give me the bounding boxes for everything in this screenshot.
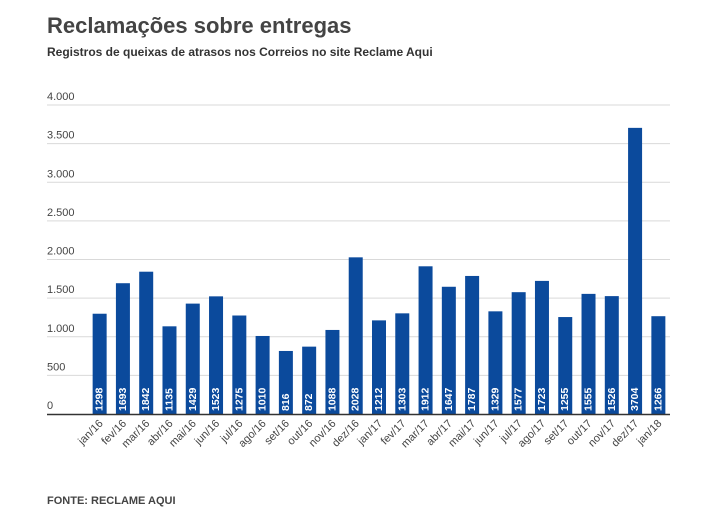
bar-value-labels: 1298 1693 1842 1135 1429 1523 1275 1010 816 872 10… (94, 387, 665, 411)
y-axis-ticks: 0 500 1.000 1.500 2.000 2.500 3.000 3.500 4.000 (47, 91, 75, 412)
bar-value-label: 1842 (140, 387, 152, 411)
x-axis-ticks: jan/16fev/16mar/16abr/16mai/16jun/16jul/… (75, 418, 664, 451)
bar (604, 296, 619, 414)
bar-value-label: 1010 (257, 387, 269, 411)
y-tick-label: 1.000 (47, 323, 75, 335)
x-tick-label: jan/16 (75, 418, 105, 448)
bar-value-label: 1255 (559, 387, 571, 411)
bar (511, 292, 526, 414)
bar (628, 127, 643, 414)
bar-value-label: 1723 (536, 387, 548, 411)
bar (441, 286, 456, 414)
bar-value-label: 1526 (606, 387, 618, 411)
bar-value-label: 3704 (629, 387, 641, 411)
y-tick-label: 3.500 (47, 130, 75, 142)
y-tick-label: 2.000 (47, 246, 75, 258)
bar-value-label: 1275 (233, 387, 245, 411)
bar (302, 346, 317, 414)
x-tick-label: jan/18 (634, 418, 664, 448)
bar (232, 315, 247, 414)
bar (139, 271, 154, 414)
bar (581, 293, 596, 414)
bar (209, 296, 224, 414)
source-note: FONTE: RECLAME AQUI (47, 495, 176, 507)
bar-value-label: 1298 (94, 387, 106, 411)
bar-value-label: 816 (280, 393, 292, 411)
bar-value-label: 1647 (443, 387, 455, 411)
bar (115, 283, 130, 414)
bar-value-label: 1912 (420, 387, 432, 411)
chart-title: Reclamações sobre entregas (47, 13, 352, 38)
bar-value-label: 1329 (489, 387, 501, 411)
bar (395, 313, 410, 414)
x-tick-label: jan/17 (355, 418, 385, 448)
bar-value-label: 2028 (350, 387, 362, 411)
bar (651, 316, 666, 414)
x-tick-label: jun/17 (471, 418, 501, 448)
bar (418, 266, 433, 414)
y-tick-label: 500 (47, 361, 65, 373)
y-tick-label: 2.500 (47, 207, 75, 219)
bar (488, 311, 503, 414)
bar-value-label: 1577 (513, 387, 525, 411)
y-tick-label: 0 (47, 400, 53, 412)
bar-value-label: 1523 (210, 387, 222, 411)
bar-value-label: 1212 (373, 387, 385, 411)
y-tick-label: 1.500 (47, 284, 75, 296)
bar (162, 326, 177, 414)
bar (348, 257, 363, 414)
y-tick-label: 4.000 (47, 91, 75, 103)
y-tick-label: 3.000 (47, 168, 75, 180)
bar-value-label: 1088 (326, 387, 338, 411)
bar-value-label: 1429 (187, 387, 199, 411)
bar-value-label: 1693 (117, 387, 129, 411)
bar-value-label: 1787 (466, 387, 478, 411)
bar (185, 303, 200, 414)
bar (255, 335, 270, 414)
bar (534, 280, 549, 414)
bar-value-label: 1266 (652, 387, 664, 411)
bar (372, 320, 386, 414)
bar-value-label: 1555 (583, 387, 595, 411)
bar-value-label: 872 (303, 393, 315, 411)
bar (325, 329, 340, 414)
bar (558, 317, 573, 414)
bar (465, 275, 480, 414)
bar (278, 350, 293, 414)
bar (92, 313, 107, 414)
bars (92, 127, 666, 414)
x-tick-label: jun/16 (192, 418, 222, 448)
chart-subtitle: Registros de queixas de atrasos nos Corr… (47, 45, 433, 59)
bar-value-label: 1303 (396, 387, 408, 411)
bar-value-label: 1135 (163, 388, 175, 411)
